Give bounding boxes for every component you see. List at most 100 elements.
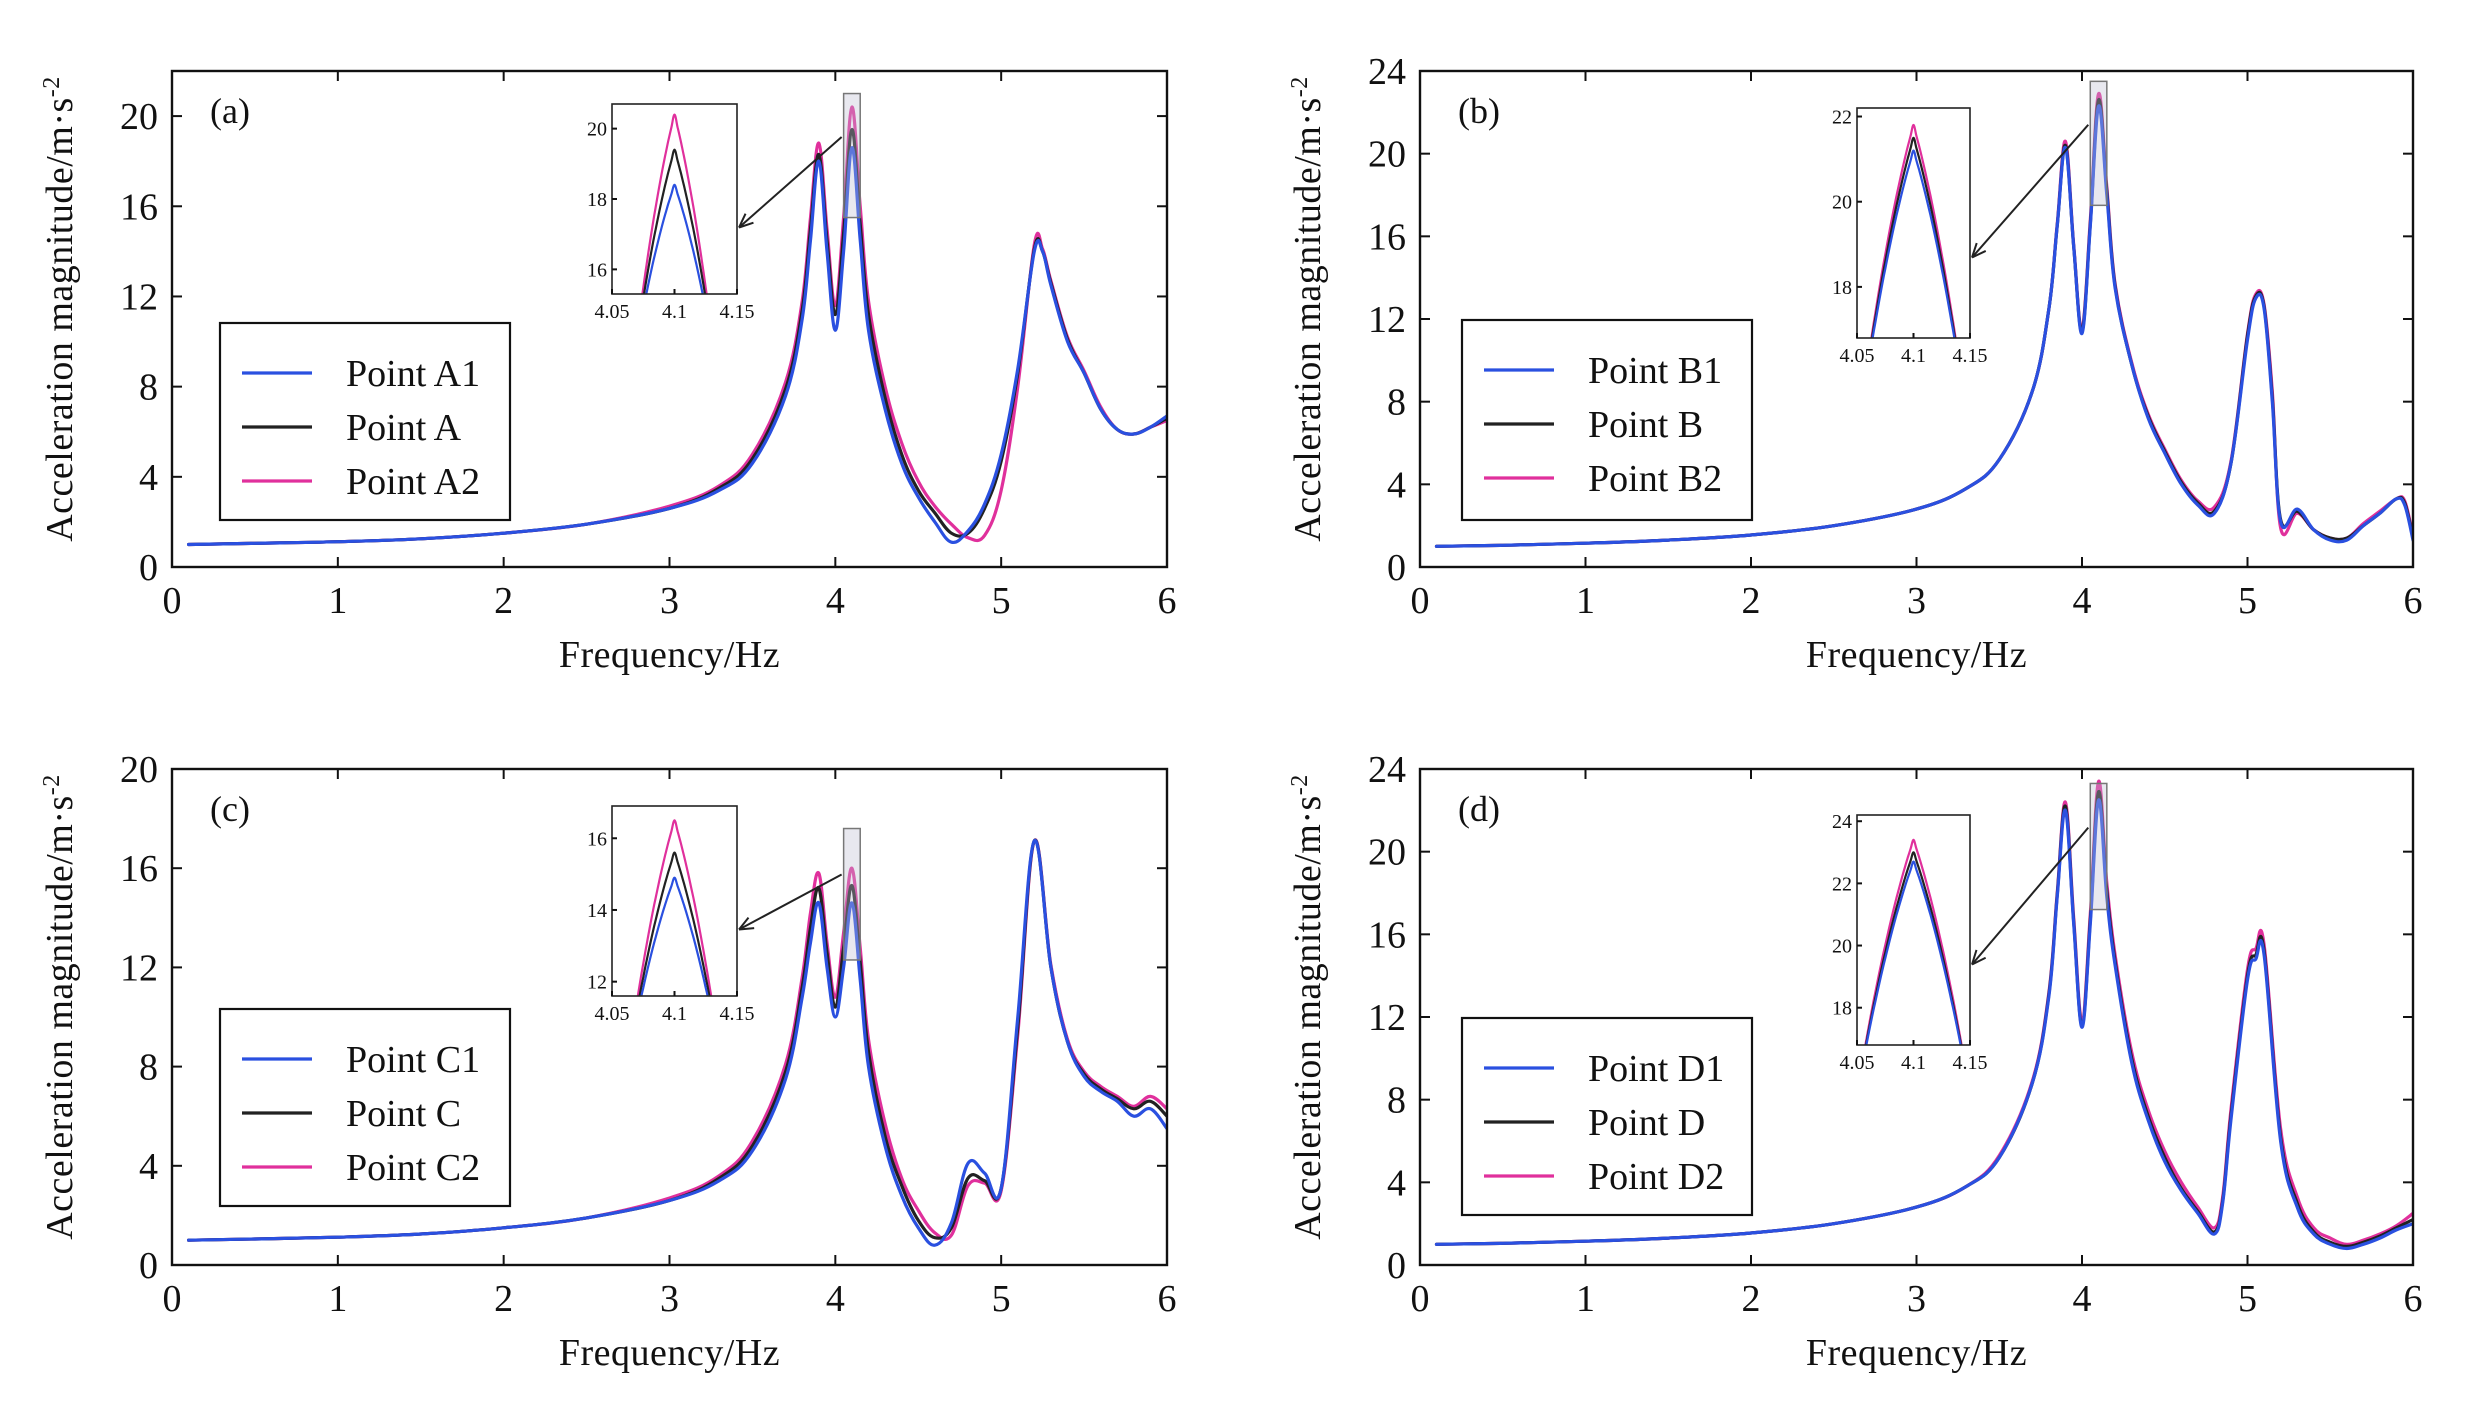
inset-x-tick-label: 4.15 [720,301,755,323]
zoom-region-box [842,92,861,219]
x-tick-label: 2 [494,580,513,622]
inset-line-point-d2 [1864,838,1963,1045]
inset-plot: 4.05 4.1 4.15 18 20 22 [1832,107,1988,367]
series-group [1434,92,2413,548]
x-axis-label: Frequency/Hz [559,1332,780,1374]
zoom-arrow [1971,826,2090,966]
y-axis-label-main: Acceleration magnitude/m·s [39,795,81,1240]
inset-y-tick-label: 24 [1832,811,1852,833]
inset-y-tick-label: 18 [587,189,607,211]
y-tick-label: 24 [1368,749,1406,791]
series-line-point-d1 [1434,798,2413,1251]
x-tick-label: 2 [494,1278,513,1320]
legend-box [1460,318,1754,522]
inset-series-group [641,113,708,294]
inset-line-point-c2 [636,819,713,996]
x-tick-label: 0 [1411,580,1430,622]
zoom-arrow-head [738,213,754,229]
y-axis-label: Acceleration magnitude/m·s-2 [1287,774,1329,1240]
inset-x-tick-label: 4.15 [720,1003,755,1025]
zoom-arrow [738,136,843,229]
legend: Point D1 Point D Point D2 [1460,1016,1754,1217]
inset-y-tick-label: 14 [587,900,607,922]
inset-x-tick-label: 4.05 [1840,1052,1875,1074]
panel-label: (c) [210,789,250,829]
y-tick-label: 20 [120,749,158,791]
x-tick-label: 3 [1907,580,1926,622]
y-tick-label: 12 [1368,299,1406,341]
inset-x-tick-label: 4.15 [1953,345,1988,367]
legend-label: Point A [346,407,462,449]
y-tick-label: 20 [1368,832,1406,874]
y-tick-label: 16 [1368,914,1406,956]
x-tick-label: 1 [328,580,347,622]
inset-series-group [1864,838,1963,1045]
y-axis-label: Acceleration magnitude/m·s-2 [1287,76,1329,542]
legend-box [1460,1016,1754,1217]
x-tick-label: 5 [992,1278,1011,1320]
plot-frame [170,767,1169,1267]
y-tick-label: 20 [1368,134,1406,176]
y-tick-label: 0 [139,547,158,589]
y-axis-label-exponent: -2 [1287,774,1313,795]
x-tick-label: 6 [2404,1278,2423,1320]
x-tick-label: 3 [660,1278,679,1320]
y-axis-label-main: Acceleration magnitude/m·s [1287,795,1329,1240]
inset-background [1857,108,1970,338]
zoom-region-box [2089,80,2108,207]
legend-label: Point B1 [1588,350,1722,392]
zoom-arrow-head [1971,242,1987,259]
legend: Point B1 Point B Point B2 [1460,318,1754,522]
plot-frame [1418,69,2415,569]
legend-label: Point D [1588,1102,1705,1144]
inset-line-point-a1 [645,183,704,294]
inset-y-tick-label: 20 [1832,936,1852,958]
plot-frame [1418,767,2415,1267]
y-tick-label: 16 [1368,216,1406,258]
zoom-arrow-head [1971,949,1987,966]
y-tick-label: 4 [1387,464,1406,506]
legend-label: Point D2 [1588,1156,1724,1198]
x-tick-label: 1 [328,1278,347,1320]
x-tick-label: 5 [2238,580,2257,622]
y-tick-label: 20 [120,96,158,138]
y-axis-label-exponent: -2 [1287,76,1313,97]
legend-label: Point B [1588,404,1703,446]
panel-a: 0 1 2 3 4 5 6048121620Frequency/HzAcceleration… [39,69,1177,676]
legend-label: Point C [346,1093,461,1135]
y-axis-label-exponent: -2 [39,774,65,795]
y-axis-label-exponent: -2 [39,76,65,97]
inset-line-point-b1 [1871,149,1956,338]
y-tick-label: 12 [1368,997,1406,1039]
panel-b: 0 1 2 3 4 5 604812162024Frequency/HzAccelerati… [1287,51,2423,676]
x-tick-label: 4 [826,580,845,622]
x-tick-label: 2 [1742,580,1761,622]
legend: Point A1 Point A Point A2 [218,321,512,522]
series-group [187,105,1167,547]
inset-plot: 4.05 4.1 4.15 18 20 22 24 [1832,811,1988,1074]
panel-label: (a) [210,91,250,131]
x-tick-label: 5 [2238,1278,2257,1320]
inset-x-tick-label: 4.05 [1840,345,1875,367]
inset-line-point-d1 [1865,860,1962,1045]
x-tick-label: 5 [992,580,1011,622]
legend-label: Point B2 [1588,458,1722,500]
inset-background [612,104,737,294]
panel-label: (d) [1458,789,1500,829]
inset-y-tick-label: 22 [1832,107,1852,129]
x-tick-label: 4 [826,1278,845,1320]
y-tick-label: 4 [139,1146,158,1188]
x-tick-label: 1 [1576,580,1595,622]
y-tick-label: 4 [1387,1162,1406,1204]
series-group [1434,779,2413,1251]
inset-background [612,806,737,996]
inset-y-tick-label: 12 [587,972,607,994]
y-tick-label: 24 [1368,51,1406,93]
y-tick-label: 8 [1387,1080,1406,1122]
y-tick-label: 12 [120,276,158,318]
inset-x-tick-label: 4.05 [595,1003,630,1025]
y-tick-label: 8 [1387,382,1406,424]
series-line-point-b1 [1434,104,2413,548]
inset-line-point-c1 [640,876,709,996]
y-axis-label: Acceleration magnitude/m·s-2 [39,774,81,1240]
